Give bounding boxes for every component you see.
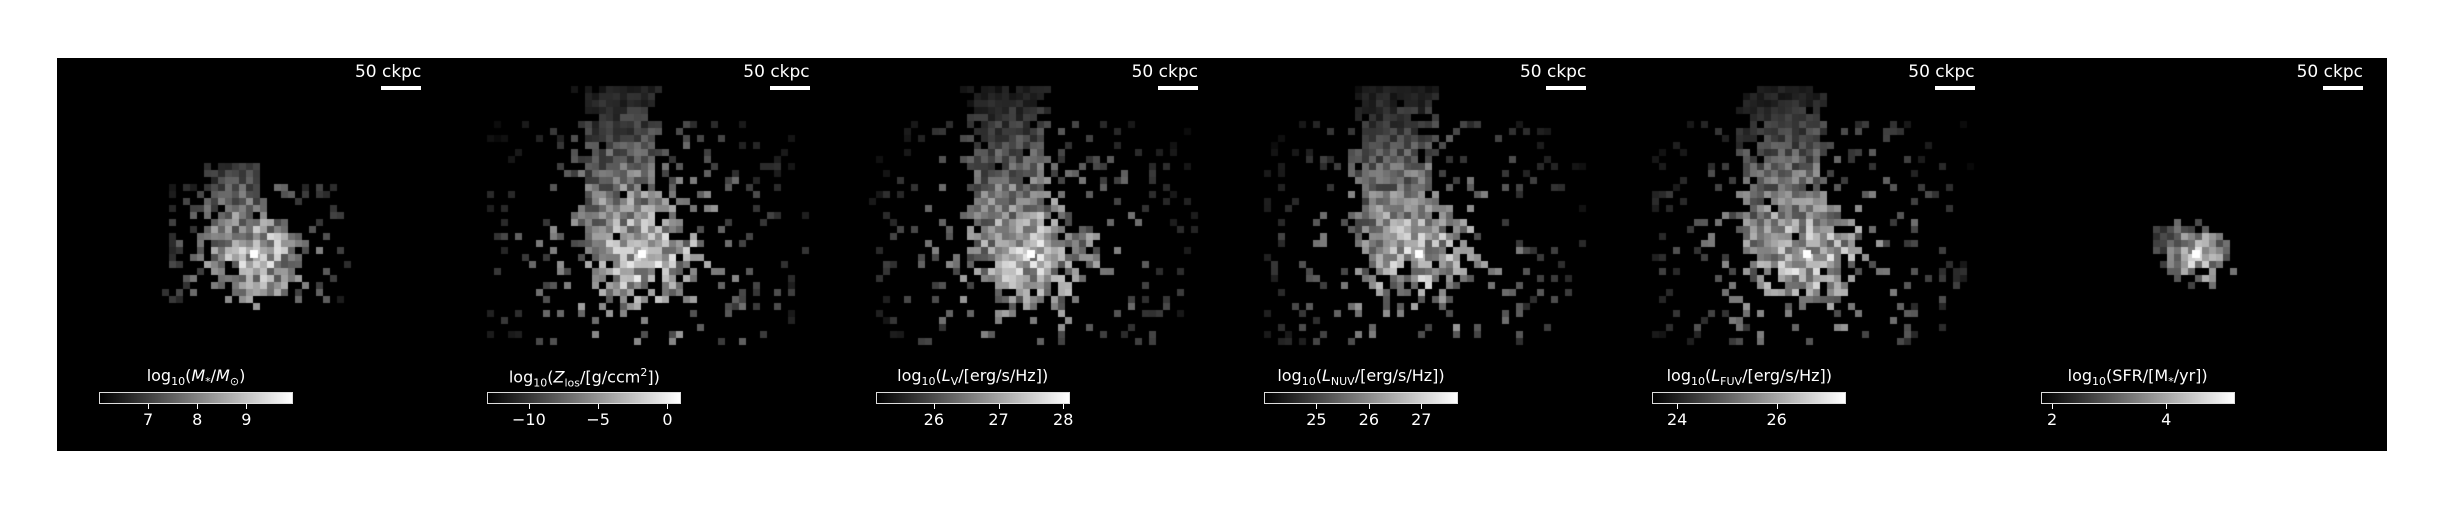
figure-strip: 50 ckpc log10(M*/M⊙) 7 8 9 50 ckpc log10(Zlos/… — [57, 58, 2387, 451]
colorbar-tick-label: 0 — [662, 410, 673, 429]
colorbar-tick-label: 27 — [988, 410, 1009, 429]
colorbar-tick — [197, 404, 199, 409]
colorbar-tick — [148, 404, 150, 409]
map-image-fuv-luminosity — [1610, 58, 1999, 451]
panel-v-luminosity: 50 ckpc log10(LV/[erg/s/Hz]) 26 27 28 — [833, 58, 1222, 451]
map-image-stellar-mass — [57, 58, 445, 451]
colorbar — [1652, 392, 1847, 404]
scale-bar — [1157, 86, 1198, 90]
colorbar-title: log10(M*/M⊙) — [146, 366, 246, 389]
colorbar-tick — [667, 404, 669, 409]
colorbar-tick — [1368, 404, 1370, 409]
colorbar-title: log10(SFR/[M*/yr]) — [2067, 366, 2208, 389]
colorbar — [1263, 392, 1458, 404]
colorbar-title: log10(Zlos/[g/ccm2]) — [508, 366, 660, 390]
colorbar-tick — [1063, 404, 1065, 409]
scale-label: 50 ckpc — [1908, 62, 1975, 82]
colorbar-tick — [246, 404, 248, 409]
colorbar-tick-label: 8 — [192, 410, 203, 429]
colorbar-tick — [998, 404, 1000, 409]
colorbar-tick-label: 26 — [1358, 410, 1380, 429]
colorbar-tick — [598, 404, 600, 409]
colorbar-tick-label: 27 — [1411, 410, 1432, 429]
colorbar-tick — [933, 404, 935, 409]
map-image-nuv-luminosity — [1221, 58, 1610, 451]
colorbar-title: log10(LV/[erg/s/Hz]) — [897, 366, 1049, 389]
panel-metallicity: 50 ckpc log10(Zlos/[g/ccm2]) −10 −5 0 — [445, 58, 834, 451]
colorbar-tick-label: 26 — [1766, 410, 1787, 429]
panel-stellar-mass: 50 ckpc log10(M*/M⊙) 7 8 9 — [57, 58, 446, 451]
scale-label: 50 ckpc — [354, 62, 422, 82]
colorbar-tick-label: 25 — [1306, 410, 1327, 429]
scale-bar — [381, 86, 422, 90]
colorbar — [875, 392, 1070, 404]
colorbar-tick-label: 4 — [2161, 410, 2172, 429]
colorbar — [487, 392, 682, 404]
colorbar-tick — [1677, 404, 1679, 409]
colorbar-tick-label: −5 — [586, 410, 610, 429]
scale-bar — [2322, 86, 2363, 90]
colorbar-tick — [2052, 404, 2054, 409]
colorbar-tick — [1776, 404, 1778, 409]
colorbar-title: log10(LNUV/[erg/s/Hz]) — [1277, 366, 1445, 389]
colorbar-tick — [1421, 404, 1423, 409]
colorbar-title: log10(LFUV/[erg/s/Hz]) — [1666, 366, 1833, 389]
colorbar-tick-label: −10 — [512, 410, 546, 429]
map-image-metallicity — [445, 58, 834, 451]
colorbar-tick-label: 7 — [143, 410, 154, 429]
colorbar — [2040, 392, 2235, 404]
colorbar — [99, 392, 293, 404]
scale-bar — [1934, 86, 1975, 90]
colorbar-tick-label: 9 — [241, 410, 252, 429]
colorbar-tick — [1316, 404, 1318, 409]
panel-fuv-luminosity: 50 ckpc log10(LFUV/[erg/s/Hz]) 24 26 — [1610, 58, 1999, 451]
colorbar-tick-label: 24 — [1666, 410, 1688, 429]
scale-label: 50 ckpc — [2296, 62, 2363, 82]
colorbar-tick — [2166, 404, 2168, 409]
colorbar-tick-label: 28 — [1053, 410, 1074, 429]
scale-bar — [769, 86, 810, 90]
colorbar-tick-label: 2 — [2046, 410, 2058, 429]
map-image-sfr — [1998, 58, 2387, 451]
scale-label: 50 ckpc — [1131, 62, 1198, 82]
map-image-v-luminosity — [833, 58, 1222, 451]
scale-label: 50 ckpc — [743, 62, 810, 82]
colorbar-tick-label: 26 — [923, 410, 945, 429]
scale-bar — [1546, 86, 1587, 90]
colorbar-tick — [528, 404, 530, 409]
scale-label: 50 ckpc — [1519, 62, 1587, 82]
panel-nuv-luminosity: 50 ckpc log10(LNUV/[erg/s/Hz]) 25 26 27 — [1221, 58, 1611, 451]
panel-sfr: 50 ckpc log10(SFR/[M*/yr]) 2 4 — [1998, 58, 2387, 451]
